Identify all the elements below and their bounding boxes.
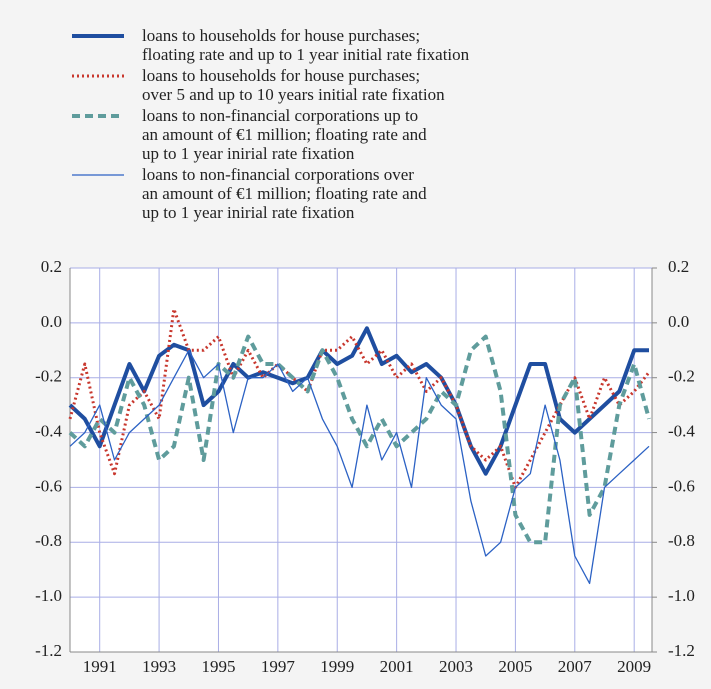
legend-swatch — [72, 114, 124, 118]
legend-swatch — [72, 174, 124, 176]
y-tick-label: -1.2 — [35, 641, 62, 660]
x-tick-label: 2003 — [439, 657, 473, 676]
y-tick-label: 0.0 — [41, 312, 62, 331]
y2-tick-label: -1.2 — [668, 641, 695, 660]
y-tick-label: -0.8 — [35, 531, 62, 550]
y2-tick-label: 0.0 — [668, 312, 689, 331]
legend: loans to households for house purchases;… — [72, 26, 469, 224]
legend-label: loans to households for house purchases;… — [142, 26, 470, 64]
y-tick-label: 0.2 — [41, 257, 62, 276]
legend-swatch — [72, 34, 124, 38]
x-tick-label: 2001 — [380, 657, 414, 676]
x-tick-label: 1997 — [261, 657, 296, 676]
y-tick-label: -0.6 — [35, 476, 62, 495]
x-tick-label: 1999 — [320, 657, 354, 676]
legend-swatch — [72, 74, 124, 78]
series-line — [68, 334, 651, 545]
y2-tick-label: -0.8 — [668, 531, 695, 550]
y-tick-label: -1.0 — [35, 586, 62, 605]
legend-label: loans to non-financial corporations over… — [142, 165, 427, 222]
x-tick-label: 2007 — [558, 657, 593, 676]
y2-tick-label: -0.6 — [668, 476, 695, 495]
legend-item: loans to non-financial corporations up t… — [72, 106, 469, 163]
y-tick-label: -0.4 — [35, 421, 62, 440]
x-tick-label: 1995 — [201, 657, 235, 676]
x-tick-label: 1993 — [142, 657, 176, 676]
legend-label: loans to non-financial corporations up t… — [142, 106, 427, 163]
y2-tick-label: -0.2 — [668, 367, 695, 386]
legend-label: loans to households for house purchases;… — [142, 66, 445, 104]
x-tick-label: 1991 — [83, 657, 117, 676]
y-tick-label: -0.2 — [35, 367, 62, 386]
y2-tick-label: -0.4 — [668, 421, 695, 440]
legend-item: loans to non-financial corporations over… — [72, 165, 469, 222]
x-tick-label: 2009 — [617, 657, 651, 676]
legend-item: loans to households for house purchases;… — [72, 26, 469, 64]
series-line — [68, 326, 649, 476]
x-tick-label: 2005 — [498, 657, 532, 676]
legend-item: loans to households for house purchases;… — [72, 66, 469, 104]
series-line — [69, 349, 650, 585]
y2-tick-label: 0.2 — [668, 257, 689, 276]
y2-tick-label: -1.0 — [668, 586, 695, 605]
